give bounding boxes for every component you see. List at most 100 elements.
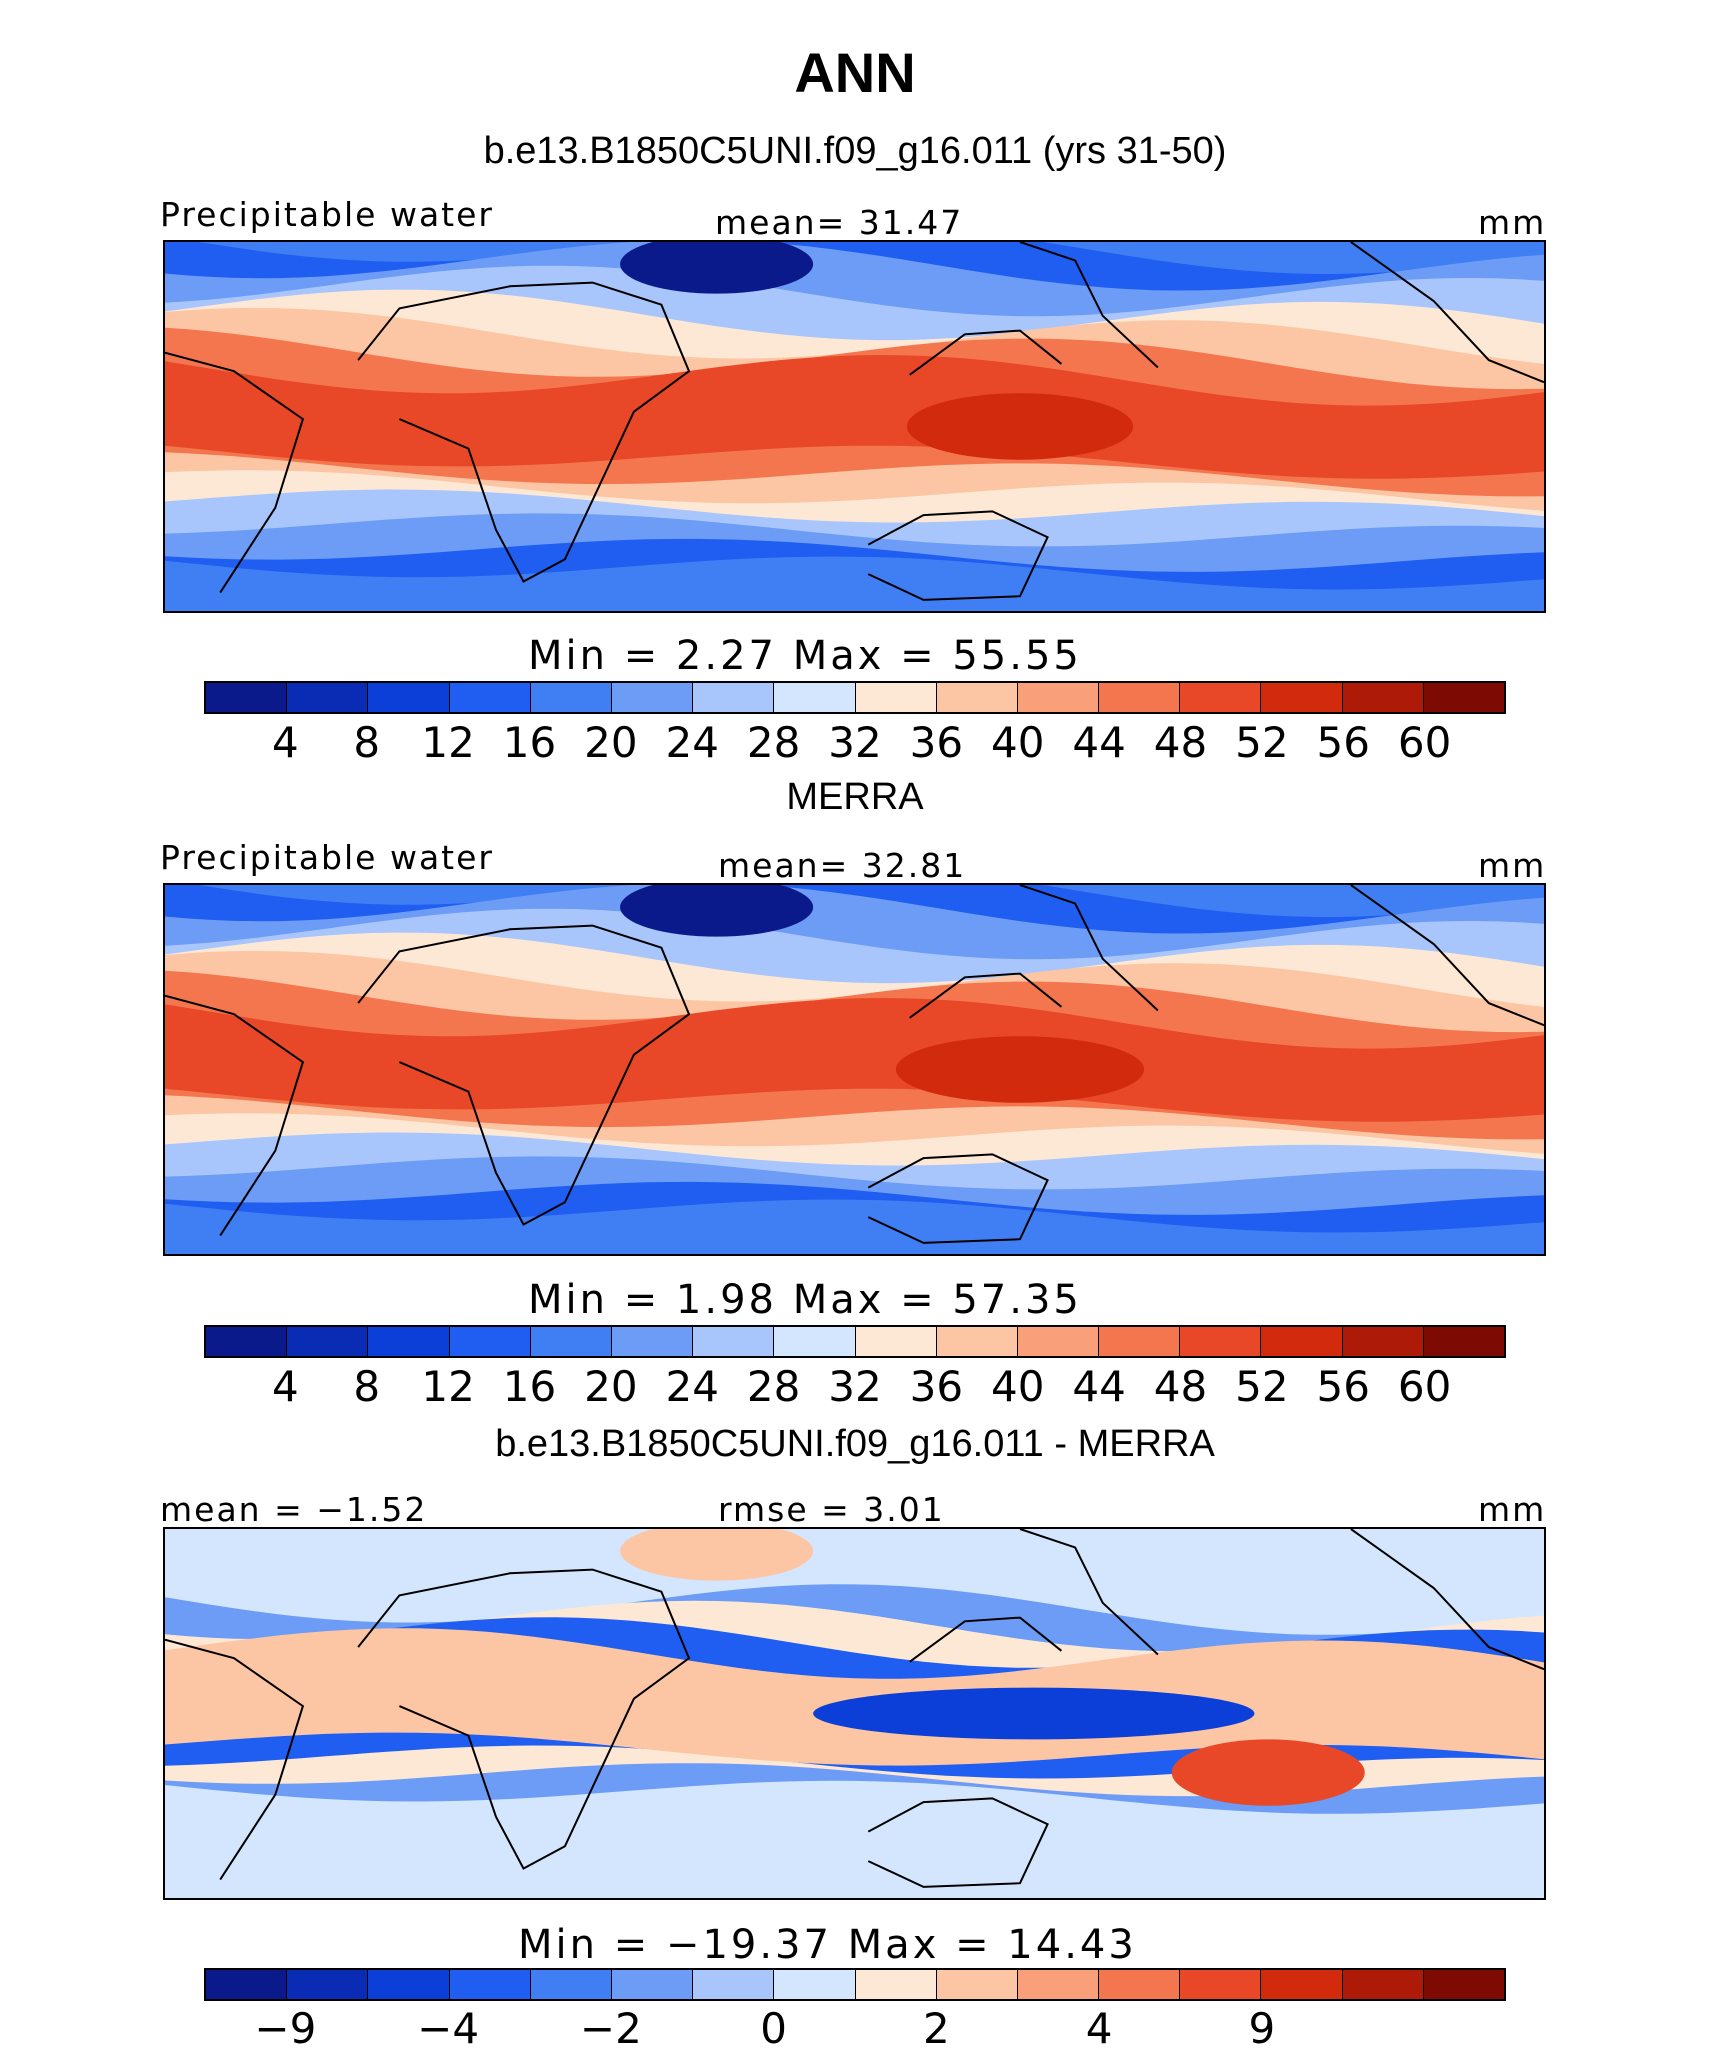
- colorbar-tick-label: 48: [1153, 1362, 1208, 1411]
- warm-pool-core: [906, 393, 1134, 460]
- colorbar-swatch: [530, 1327, 612, 1356]
- colorbar-tick-label: 56: [1316, 718, 1370, 767]
- coastline: [165, 994, 305, 1237]
- colorbar-swatch: [530, 683, 612, 712]
- panel-3-colorbar: [204, 1968, 1506, 2001]
- dry-region: [620, 242, 814, 294]
- colorbar-tick-label: 20: [584, 1362, 638, 1411]
- colorbar-tick-label: 4: [1085, 2004, 1113, 2053]
- colorbar-tick-label: 48: [1153, 718, 1208, 767]
- colorbar-tick-label: 9: [1248, 2004, 1276, 2053]
- panel-3-map-field: [165, 1529, 1544, 1898]
- coastline: [909, 1616, 1063, 1663]
- contour-band: [165, 998, 1544, 1122]
- colorbar-swatch: [1099, 1970, 1181, 1999]
- panel-2-title: MERRA: [786, 776, 924, 818]
- colorbar-swatch: [1423, 1327, 1504, 1356]
- panel-1-map-field: [165, 242, 1544, 611]
- coastline: [1019, 885, 1159, 1012]
- colorbar-swatch: [1261, 683, 1343, 712]
- colorbar-swatch: [936, 683, 1018, 712]
- contour-band: [165, 1628, 1544, 1766]
- panel-3-min-max: Min = −19.37 Max = 14.43: [518, 1922, 1137, 1968]
- colorbar-swatch: [1342, 1970, 1424, 1999]
- colorbar-tick-label: 12: [421, 1362, 475, 1411]
- colorbar-tick-label: −4: [417, 2004, 480, 2053]
- coastline: [867, 1797, 1049, 1888]
- colorbar-tick-label: 40: [991, 718, 1045, 767]
- panel-1-colorbar: [204, 681, 1506, 714]
- panel-3-title: b.e13.B1850C5UNI.f09_g16.011 - MERRA: [495, 1423, 1215, 1465]
- coastline: [909, 972, 1063, 1019]
- coastline: [1019, 1529, 1159, 1656]
- panel-1-map: [163, 240, 1546, 613]
- coastline: [909, 329, 1063, 376]
- colorbar-swatch: [1180, 1970, 1262, 1999]
- colorbar-swatch: [1423, 683, 1504, 712]
- coastline: [357, 1568, 691, 1870]
- warm-pool-core: [895, 1036, 1145, 1103]
- colorbar-tick-label: 20: [584, 718, 638, 767]
- panel-2-map-field: [165, 885, 1544, 1254]
- colorbar-swatch: [1099, 683, 1181, 712]
- colorbar-tick-label: 8: [353, 718, 381, 767]
- colorbar-swatch: [287, 683, 369, 712]
- colorbar-tick-label: 2: [923, 2004, 950, 2053]
- colorbar-swatch: [287, 1327, 369, 1356]
- colorbar-tick-label: 4: [272, 718, 299, 767]
- colorbar-tick-label: 24: [665, 718, 719, 767]
- colorbar-tick-label: 40: [991, 1362, 1045, 1411]
- colorbar-tick-label: 44: [1072, 1362, 1126, 1411]
- colorbar-swatch: [1342, 683, 1424, 712]
- colorbar-swatch: [855, 1327, 937, 1356]
- panel-2-min-max: Min = 1.98 Max = 57.35: [528, 1277, 1082, 1323]
- colorbar-tick-label: 24: [665, 1362, 719, 1411]
- colorbar-tick-label: 52: [1235, 1362, 1289, 1411]
- coastline: [165, 351, 305, 594]
- panel-2-colorbar-ticks: 4 8 12 16 20 24 28 32 36 40 44 48 52 56 60: [204, 1362, 1506, 1411]
- colorbar-swatch: [1017, 1970, 1100, 1999]
- coastline: [357, 924, 691, 1226]
- colorbar-swatch: [693, 683, 775, 712]
- colorbar-swatch: [611, 1327, 694, 1356]
- colorbar-tick-label: 60: [1397, 1362, 1452, 1411]
- colorbar-tick-label: 56: [1316, 1362, 1370, 1411]
- colorbar-swatch: [449, 683, 531, 712]
- colorbar-swatch: [693, 1970, 775, 1999]
- colorbar-tick-label: 28: [746, 718, 801, 767]
- colorbar-swatch: [693, 1327, 775, 1356]
- colorbar-swatch: [611, 1970, 694, 1999]
- panel-2-mean-label: mean= 32.81: [718, 846, 967, 885]
- coastline: [867, 1153, 1049, 1244]
- panel-1-min-max: Min = 2.27 Max = 55.55: [528, 633, 1082, 679]
- panel-3-rmse-label: rmse = 3.01: [718, 1490, 945, 1529]
- colorbar-tick-label: 12: [421, 718, 475, 767]
- panel-3-mean-label: mean = −1.52: [160, 1490, 428, 1529]
- coastline: [165, 1638, 305, 1881]
- panel-1-mean-label: mean= 31.47: [715, 203, 964, 242]
- colorbar-tick-label: 32: [828, 718, 882, 767]
- colorbar-tick-label: 16: [502, 718, 557, 767]
- coastline: [1350, 1529, 1544, 1671]
- contour-band: [165, 355, 1544, 479]
- colorbar-swatch: [1017, 1327, 1100, 1356]
- panel-2-map: [163, 883, 1546, 1256]
- colorbar-swatch: [774, 1970, 856, 1999]
- colorbar-swatch: [1261, 1327, 1343, 1356]
- colorbar-swatch: [855, 683, 937, 712]
- colorbar-swatch: [206, 683, 288, 712]
- panel-3-colorbar-ticks: −9 −4 −2 0 2 4 9: [204, 2004, 1506, 2053]
- colorbar-tick-label: 52: [1235, 718, 1289, 767]
- colorbar-swatch: [1099, 1327, 1181, 1356]
- panel-2-variable-label: Precipitable water: [160, 838, 494, 877]
- dry-anomaly-band: [813, 1687, 1255, 1740]
- colorbar-tick-label: 28: [746, 1362, 801, 1411]
- colorbar-tick-label: 8: [353, 1362, 381, 1411]
- figure-title: ANN: [794, 41, 916, 104]
- colorbar-tick-label: 36: [909, 718, 964, 767]
- dry-region: [620, 885, 814, 937]
- colorbar-tick-label: 32: [828, 1362, 882, 1411]
- colorbar-tick-label: 44: [1072, 718, 1126, 767]
- dry-region: [620, 1529, 814, 1581]
- colorbar-tick-label: −9: [254, 2004, 317, 2053]
